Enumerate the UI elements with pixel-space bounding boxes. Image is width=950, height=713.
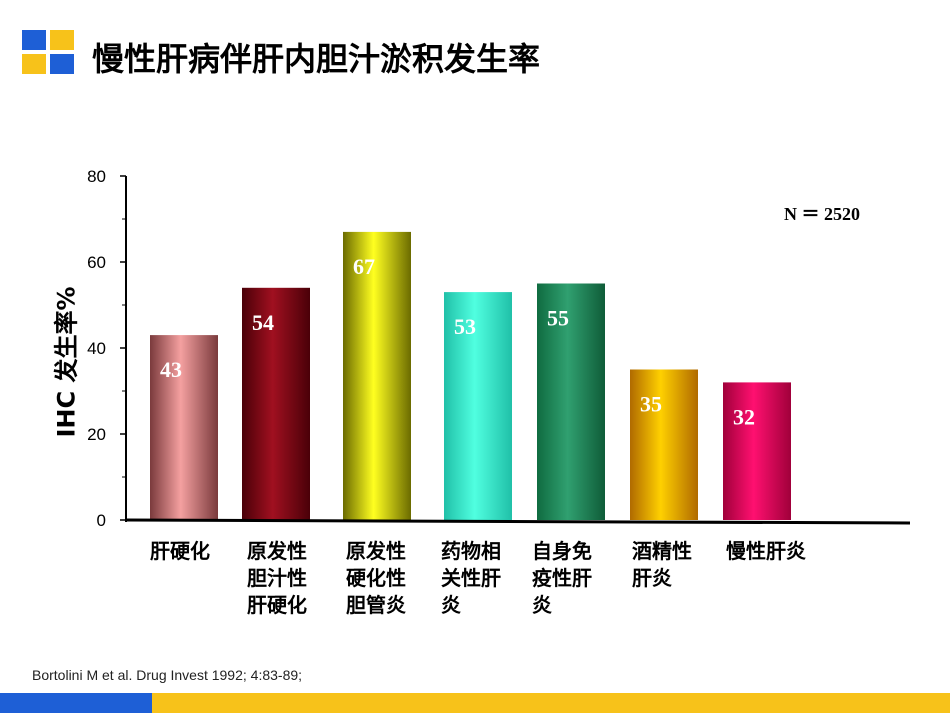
bar-2 xyxy=(343,231,411,520)
bar-1 xyxy=(242,287,310,520)
footer-bar xyxy=(0,693,950,713)
x-axis xyxy=(125,518,911,525)
category-label: 原发性 硬化性 胆管炎 xyxy=(346,539,406,617)
y-axis-label: IHC 发生率% xyxy=(52,286,81,438)
category-label: 慢性肝炎 xyxy=(726,539,806,563)
y-tick-label: 20 xyxy=(87,425,106,444)
y-tick-label: 80 xyxy=(87,167,106,186)
bar-6 xyxy=(723,382,791,520)
category-label: 自身免 疫性肝 炎 xyxy=(532,539,592,617)
bar-value-label: 43 xyxy=(160,357,182,382)
bar-3 xyxy=(444,292,512,520)
page-title: 慢性肝病伴肝内胆汁淤积发生率 xyxy=(92,40,541,78)
y-tick-label: 60 xyxy=(87,253,106,272)
category-label: 原发性 胆汁性 肝硬化 xyxy=(247,539,307,617)
category-label: 肝硬化 xyxy=(150,539,210,563)
bar-value-label: 54 xyxy=(252,310,274,335)
y-tick-label: 0 xyxy=(97,511,106,530)
bar-value-label: 32 xyxy=(733,404,755,429)
logo-icon xyxy=(22,30,76,76)
bar-0 xyxy=(150,335,218,520)
bar-value-label: 53 xyxy=(454,314,476,339)
y-tick-label: 40 xyxy=(87,339,106,358)
bar-4 xyxy=(537,283,605,520)
category-label: 酒精性 肝炎 xyxy=(632,539,692,590)
bar-5 xyxy=(630,369,698,520)
bar-value-label: 67 xyxy=(353,254,375,279)
category-label: 药物相 关性肝 炎 xyxy=(441,539,501,617)
sample-size-annotation: N ＝ 2520 xyxy=(784,204,860,224)
bar-value-label: 35 xyxy=(640,392,662,417)
bar-value-label: 55 xyxy=(547,306,569,331)
citation: Bortolini M et al. Drug Invest 1992; 4:8… xyxy=(32,667,303,683)
